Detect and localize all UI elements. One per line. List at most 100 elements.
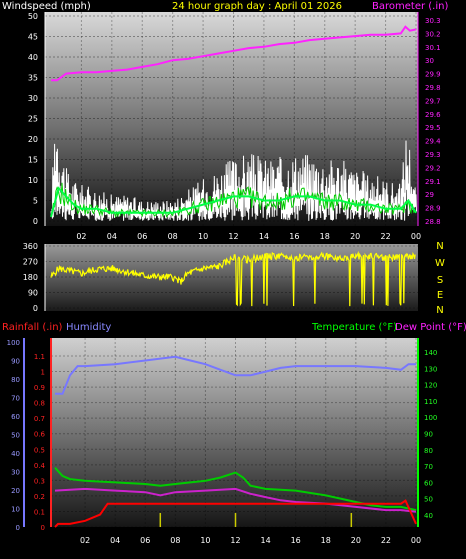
barometer-title: Barometer (.in) xyxy=(372,1,448,12)
temp-x-tick: 04 xyxy=(110,536,120,545)
temperature-y-tick: 120 xyxy=(424,382,437,390)
direction-y-tick: 0 xyxy=(33,304,38,313)
barometer-y-tick: 29.5 xyxy=(425,124,441,132)
wind-y-tick: 5 xyxy=(33,197,38,206)
wind-x-tick: 08 xyxy=(168,232,178,241)
rain-y-tick: 0.4 xyxy=(34,462,46,470)
temp-x-tick: 16 xyxy=(291,536,301,545)
temperature-y-tick: 90 xyxy=(424,431,433,439)
compass-label: E xyxy=(437,290,443,301)
rain-y-tick: 0.5 xyxy=(34,446,45,454)
compass-label: N xyxy=(436,305,443,316)
humidity-y-tick: 60 xyxy=(11,413,20,421)
rain-y-tick: 1 xyxy=(41,369,45,377)
temp-x-tick: 06 xyxy=(140,536,150,545)
wind-x-tick: 18 xyxy=(320,232,330,241)
humidity-y-tick: 20 xyxy=(11,487,20,495)
humidity-title: Humidity xyxy=(66,322,111,333)
rain-y-tick: 0.9 xyxy=(34,384,45,392)
dewpoint-title: Dew Point (°F) xyxy=(395,322,466,333)
barometer-y-tick: 29.7 xyxy=(425,97,441,105)
barometer-y-tick: 30 xyxy=(425,57,434,65)
rainfall-series xyxy=(54,499,417,528)
wind-x-tick: 00 xyxy=(411,232,421,241)
barometer-y-tick: 29 xyxy=(425,191,434,199)
temp-x-tick: 02 xyxy=(80,536,90,545)
temperature-y-tick: 100 xyxy=(424,414,437,422)
barometer-y-tick: 30.3 xyxy=(425,17,441,25)
humidity-y-tick: 0 xyxy=(16,524,20,532)
temperature-title: Temperature (°F) xyxy=(311,322,397,333)
wind-x-tick: 12 xyxy=(228,232,238,241)
barometer-y-tick: 29.3 xyxy=(425,151,441,159)
compass-label: W xyxy=(435,258,445,269)
windspeed-avg-series xyxy=(50,186,417,218)
rain-y-tick: 0.2 xyxy=(34,493,45,501)
rain-y-tick: 1.1 xyxy=(34,353,45,361)
wind-x-tick: 14 xyxy=(259,232,269,241)
wind-y-tick: 15 xyxy=(28,156,38,165)
temperature-y-tick: 60 xyxy=(424,479,433,487)
temp-x-tick: 12 xyxy=(230,536,240,545)
wind-y-tick: 10 xyxy=(28,176,38,185)
barometer-y-tick: 28.8 xyxy=(425,218,441,226)
grid-layer xyxy=(45,12,418,528)
temperature-y-tick: 130 xyxy=(424,365,437,373)
dewpoint-series xyxy=(54,487,417,513)
temp-x-tick: 20 xyxy=(351,536,361,545)
temp-x-tick: 18 xyxy=(321,536,331,545)
rain-y-tick: 0.8 xyxy=(34,400,45,408)
barometer-y-tick: 29.6 xyxy=(425,111,441,119)
rain-y-tick: 0.6 xyxy=(34,431,46,439)
wind-x-tick: 06 xyxy=(137,232,147,241)
wind-y-tick: 20 xyxy=(28,135,38,144)
wind-x-tick: 16 xyxy=(289,232,299,241)
wind-y-tick: 50 xyxy=(28,12,38,21)
temperature-y-tick: 70 xyxy=(424,463,433,471)
humidity-y-tick: 30 xyxy=(11,469,20,477)
direction-y-tick: 180 xyxy=(23,273,38,282)
barometer-y-tick: 30.2 xyxy=(425,30,441,38)
barometer-y-tick: 30.1 xyxy=(425,44,441,52)
graph-date-title: 24 hour graph day : April 01 2026 xyxy=(172,1,342,12)
barometer-y-tick: 28.9 xyxy=(425,205,441,213)
wind-direction-series xyxy=(50,250,416,307)
rain-y-tick: 0.7 xyxy=(34,415,45,423)
barometer-y-tick: 29.9 xyxy=(425,71,441,79)
direction-y-tick: 90 xyxy=(28,289,38,298)
temperature-y-tick: 140 xyxy=(424,349,437,357)
wind-x-tick: 02 xyxy=(76,232,86,241)
rain-y-tick: 0 xyxy=(41,524,45,532)
barometer-y-tick: 29.1 xyxy=(425,178,441,186)
temp-plot-area xyxy=(51,338,418,527)
wind-x-tick: 04 xyxy=(107,232,117,241)
temp-x-tick: 22 xyxy=(381,536,391,545)
humidity-y-tick: 80 xyxy=(11,376,20,384)
temp-x-tick: 08 xyxy=(170,536,180,545)
wind-y-tick: 40 xyxy=(28,53,38,62)
wind-y-tick: 35 xyxy=(28,74,38,83)
temperature-y-tick: 50 xyxy=(424,496,433,504)
rain-y-tick: 0.1 xyxy=(34,508,45,516)
temp-x-tick: 10 xyxy=(200,536,210,545)
wind-x-tick: 22 xyxy=(380,232,390,241)
compass-label: S xyxy=(437,275,443,286)
rainfall-title: Rainfall (.in) xyxy=(2,322,63,333)
wind-y-tick: 0 xyxy=(33,217,38,226)
temperature-y-tick: 110 xyxy=(424,398,437,406)
humidity-y-tick: 100 xyxy=(7,339,20,347)
wind-x-tick: 10 xyxy=(198,232,208,241)
barometer-y-tick: 29.2 xyxy=(425,164,441,172)
wind-x-tick: 20 xyxy=(350,232,360,241)
gust-series xyxy=(50,140,417,222)
wind-y-tick: 25 xyxy=(28,115,38,124)
temperature-y-tick: 80 xyxy=(424,447,433,455)
series-layer xyxy=(50,25,417,528)
humidity-y-tick: 70 xyxy=(11,395,20,403)
humidity-y-tick: 10 xyxy=(11,506,20,514)
rain-y-tick: 0.3 xyxy=(34,477,45,485)
direction-y-tick: 360 xyxy=(23,242,38,251)
direction-y-tick: 270 xyxy=(23,258,38,267)
humidity-y-tick: 40 xyxy=(11,450,20,458)
